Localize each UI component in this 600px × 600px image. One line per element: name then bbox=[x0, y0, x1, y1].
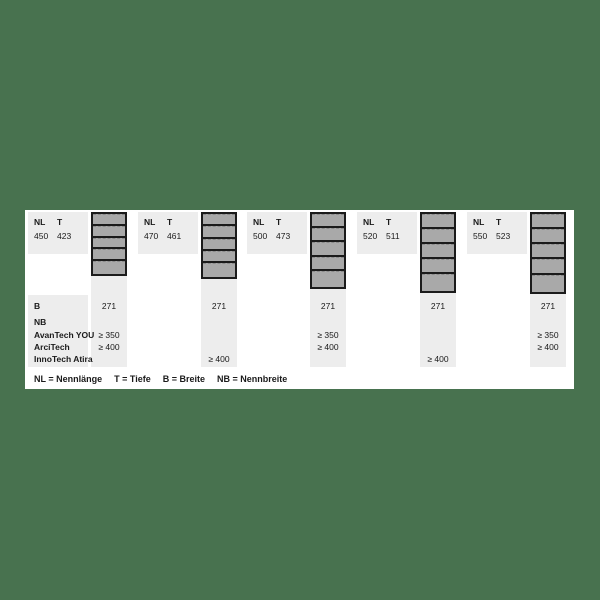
runner-segment bbox=[422, 228, 454, 242]
runner-segment bbox=[93, 261, 125, 274]
drawer-runner-image bbox=[201, 212, 237, 279]
runner-segment bbox=[422, 258, 454, 272]
runner-segment bbox=[532, 259, 564, 273]
b-value: 271 bbox=[320, 301, 336, 311]
runner-segment bbox=[422, 214, 454, 227]
legend-item-b: B = Breite bbox=[162, 374, 205, 384]
header-block: NL T 470 461 bbox=[138, 212, 198, 254]
spec-column: NL T 520 511 271 ≥ 400 bbox=[357, 210, 461, 389]
avantech-nb-value: ≥ 350 bbox=[317, 330, 339, 340]
value-block bbox=[91, 276, 127, 367]
runner-segment bbox=[203, 214, 235, 225]
runner-segment bbox=[93, 214, 125, 224]
header-block: NL T 520 511 bbox=[357, 212, 417, 254]
runner-segment bbox=[532, 229, 564, 243]
nl-value: 520 bbox=[363, 231, 378, 241]
runner-segment bbox=[93, 237, 125, 248]
arcitech-nb-value: ≥ 400 bbox=[317, 342, 339, 352]
runner-segment bbox=[312, 256, 344, 269]
b-value: 271 bbox=[101, 301, 117, 311]
b-value: 271 bbox=[540, 301, 556, 311]
legend-item-t: T = Tiefe bbox=[114, 374, 151, 384]
runner-segment bbox=[203, 251, 235, 262]
row-label-block: B NB AvanTech YOU ArciTech InnoTech Atir… bbox=[28, 295, 94, 367]
t-header-label: T bbox=[386, 217, 392, 227]
runner-segment bbox=[203, 263, 235, 277]
runner-segment bbox=[422, 273, 454, 292]
nl-header-label: NL bbox=[144, 217, 156, 227]
value-block bbox=[530, 294, 566, 367]
spec-column: NL T 500 473 271 ≥ 350 ≥ 400 bbox=[247, 210, 351, 389]
nl-header-label: NL bbox=[363, 217, 375, 227]
runner-segment bbox=[532, 274, 564, 293]
t-header-label: T bbox=[496, 217, 502, 227]
t-value: 423 bbox=[57, 231, 72, 241]
runner-segment bbox=[532, 214, 564, 228]
spec-column: NL T 550 523 271 ≥ 350 ≥ 400 bbox=[467, 210, 571, 389]
value-block bbox=[201, 279, 237, 367]
t-value: 523 bbox=[496, 231, 511, 241]
spec-column: NL T 470 461 271 ≥ 400 bbox=[138, 210, 242, 389]
header-block: NL T 450 423 bbox=[28, 212, 88, 254]
avantech-nb-value: ≥ 350 bbox=[537, 330, 559, 340]
t-value: 461 bbox=[167, 231, 182, 241]
arcitech-row-label: ArciTech bbox=[34, 342, 70, 352]
nb-row-label: NB bbox=[34, 317, 47, 327]
arcitech-nb-value: ≥ 400 bbox=[537, 342, 559, 352]
runner-segment bbox=[532, 244, 564, 258]
nl-header-label: NL bbox=[473, 217, 485, 227]
legend: NL = Nennlänge T = Tiefe B = Breite NB =… bbox=[34, 374, 287, 384]
nl-header-label: NL bbox=[253, 217, 265, 227]
spec-column: NL T 450 423 271 ≥ 350 ≥ 400 bbox=[28, 210, 132, 389]
t-header-label: T bbox=[167, 217, 173, 227]
legend-item-nb: NB = Nennbreite bbox=[217, 374, 288, 384]
drawer-runner-image bbox=[310, 212, 346, 289]
t-value: 473 bbox=[276, 231, 291, 241]
innotech-nb-value: ≥ 400 bbox=[208, 354, 230, 364]
runner-segment bbox=[93, 225, 125, 236]
runner-segment bbox=[312, 228, 344, 241]
runner-segment bbox=[422, 243, 454, 257]
nl-header-label: NL bbox=[34, 217, 46, 227]
legend-item-nl: NL = Nennlänge bbox=[34, 374, 103, 384]
t-header-label: T bbox=[276, 217, 282, 227]
drawer-runner-image bbox=[91, 212, 127, 276]
innotech-nb-value: ≥ 400 bbox=[427, 354, 449, 364]
b-row-label: B bbox=[34, 301, 41, 311]
runner-segment bbox=[312, 214, 344, 227]
nl-value: 450 bbox=[34, 231, 49, 241]
drawer-runner-image bbox=[420, 212, 456, 293]
value-block bbox=[420, 293, 456, 367]
avantech-row-label: AvanTech YOU bbox=[34, 330, 95, 340]
b-value: 271 bbox=[211, 301, 227, 311]
runner-segment bbox=[93, 249, 125, 260]
innotech-row-label: InnoTech Atira bbox=[34, 354, 93, 364]
t-value: 511 bbox=[386, 231, 400, 241]
nl-value: 550 bbox=[473, 231, 488, 241]
avantech-nb-value: ≥ 350 bbox=[98, 330, 120, 340]
spec-table-panel: NL T 450 423 271 ≥ 350 ≥ 400 bbox=[25, 210, 574, 389]
nl-value: 500 bbox=[253, 231, 268, 241]
header-block: NL T 500 473 bbox=[247, 212, 307, 254]
t-header-label: T bbox=[57, 217, 63, 227]
runner-segment bbox=[203, 238, 235, 250]
runner-segment bbox=[312, 242, 344, 255]
runner-segment bbox=[203, 226, 235, 237]
header-block: NL T 550 523 bbox=[467, 212, 527, 254]
drawer-runner-image bbox=[530, 212, 566, 294]
runner-segment bbox=[312, 270, 344, 288]
arcitech-nb-value: ≥ 400 bbox=[98, 342, 120, 352]
value-block bbox=[310, 289, 346, 367]
b-value: 271 bbox=[430, 301, 446, 311]
nl-value: 470 bbox=[144, 231, 159, 241]
